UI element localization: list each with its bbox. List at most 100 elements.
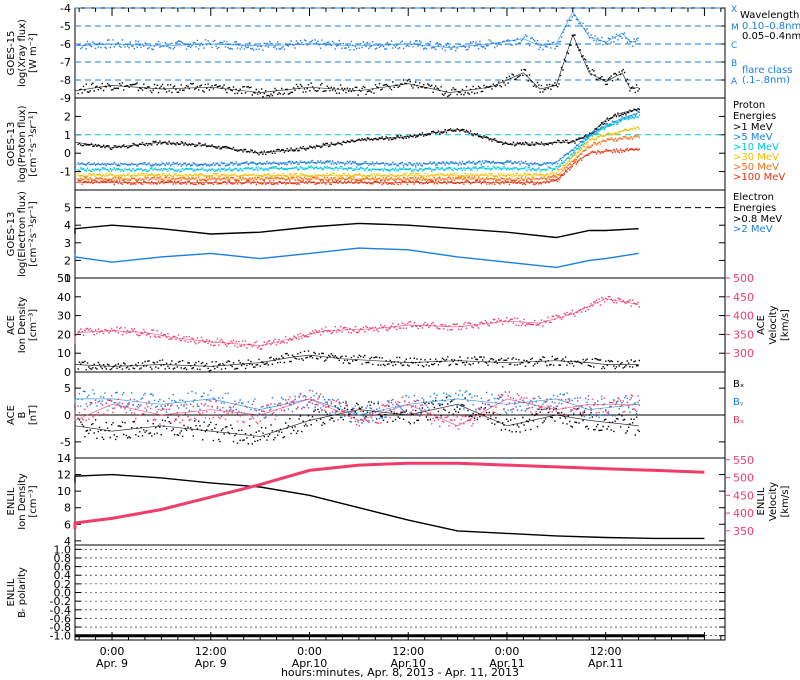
y-axis-label: ENLIL — [6, 578, 17, 606]
series-velocity — [74, 295, 640, 350]
panel-goes15_xray: -9 -8 -7 -6 -5 -4 GOES-15 log(Xray flux) [W m⁻²]… — [6, 2, 800, 105]
y2-tick-label: 450 — [733, 291, 754, 304]
series-line — [74, 298, 639, 347]
y-axis-label: Ion Density — [17, 297, 28, 354]
flare-class-label: B — [731, 59, 737, 69]
series--50-mev — [75, 134, 640, 182]
series--2-mev — [74, 247, 639, 269]
y2-tick-label: 350 — [733, 525, 754, 538]
y-tick-label: 12 — [57, 469, 71, 482]
y-tick-label: -0.8 — [50, 621, 71, 634]
x-tick-time: 0:00 — [100, 645, 125, 658]
series-line — [74, 473, 705, 540]
y-tick-label: 8 — [64, 502, 71, 515]
series-line — [74, 398, 639, 416]
series--100-mev — [75, 147, 640, 186]
legend-entry: 0.05–0.4nm — [742, 31, 800, 42]
y2-tick-label: 300 — [733, 347, 754, 360]
y-tick-label: 0 — [64, 409, 71, 422]
legend-entry: >30 MeV — [733, 152, 779, 163]
y2-axis-label: Velocity — [768, 305, 779, 344]
y-axis-label: ACE — [6, 315, 17, 335]
y-tick-label: -0.2 — [50, 595, 71, 608]
legend-entry: Bᵧ — [733, 397, 744, 408]
series--30-mev — [75, 126, 640, 178]
x-tick-date: Apr.10 — [390, 657, 426, 670]
y-tick-label: 14 — [57, 452, 71, 465]
y-tick-label: -1.0 — [50, 630, 71, 643]
flare-class-label: A — [731, 77, 738, 87]
series-line — [74, 222, 639, 239]
legend-title: Energies — [733, 111, 776, 122]
y-tick-label: 0.8 — [54, 552, 72, 565]
series-line — [74, 247, 639, 269]
y2-tick-label: 350 — [733, 328, 754, 341]
data-points — [77, 295, 640, 350]
legend-title: Wavelength — [740, 10, 799, 21]
x-tick-date: Apr.11 — [489, 657, 525, 670]
x-tick-time: 12:00 — [392, 645, 424, 658]
y-axis-label: Bᵣ polarity — [17, 567, 28, 618]
y-tick-label: 0.2 — [54, 578, 72, 591]
panel-goes13_proton: -1 0 1 2 GOES-13 log(Proton flux) [cm⁻²s⁻¹sr⁻¹… — [6, 97, 785, 191]
x-tick-date: Apr.10 — [292, 657, 328, 670]
y-tick-label: -9 — [60, 92, 71, 105]
y-tick-label: 30 — [57, 310, 71, 323]
y-tick-label: -1 — [60, 166, 71, 179]
data-points — [77, 350, 640, 372]
legend-note: flare class — [742, 65, 792, 76]
y-tick-label: -4 — [60, 2, 71, 15]
y-tick-label: 10 — [57, 347, 71, 360]
y-tick-label: 2 — [64, 254, 71, 267]
y2-tick-label: 500 — [733, 472, 754, 485]
legend-entry: >1 MeV — [733, 122, 773, 133]
y-axis-label: ACE — [6, 405, 17, 425]
legend-entry: Bₔ — [733, 415, 744, 426]
y-tick-label: 1 — [64, 272, 71, 285]
legend-entry: >100 MeV — [733, 172, 785, 183]
y-axis-label: GOES-13 — [6, 122, 17, 167]
y2-axis-label: [km/s] — [780, 485, 791, 517]
data-points — [77, 390, 640, 430]
y-tick-label: 0 — [64, 366, 71, 379]
y-axis-label: log(Xray flux) — [17, 19, 28, 87]
y-tick-label: 40 — [57, 291, 71, 304]
y-tick-label: 20 — [57, 328, 71, 341]
y-axis-label: log(Proton flux) — [17, 105, 28, 182]
series-line — [73, 461, 705, 529]
y-tick-label: -6 — [60, 38, 71, 51]
x-tick-time: 12:00 — [590, 645, 622, 658]
y-axis-label: GOES-13 — [6, 212, 17, 257]
x-tick-time: 12:00 — [195, 645, 227, 658]
panels: -9 -8 -7 -6 -5 -4 GOES-15 log(Xray flux) [W m⁻²]… — [6, 2, 800, 643]
legend-entry: >50 MeV — [733, 162, 779, 173]
flare-class-label: X — [731, 5, 737, 15]
series--0-8-mev — [74, 222, 639, 239]
y-tick-label: 5 — [64, 382, 71, 395]
y-axis-label: Ion Density — [17, 473, 28, 530]
legend-entry: >5 MeV — [733, 132, 773, 143]
y-tick-label: 4 — [64, 219, 71, 232]
panel-ace_b: -5 0 5 ACE B [nT] Bₓ Bᵧ Bₔ — [6, 371, 744, 459]
y-tick-label: -0.4 — [50, 604, 71, 617]
y-axis-label: B — [17, 411, 28, 418]
y-axis-label: [cm⁻²s⁻¹sr⁻¹] — [28, 111, 39, 177]
x-tick-time: 0:00 — [297, 645, 322, 658]
series-line — [75, 116, 639, 171]
y-tick-label: 4 — [64, 535, 71, 548]
y-axis-label: [cm⁻³] — [28, 309, 39, 341]
series--10-mev — [75, 114, 640, 173]
series-line — [74, 34, 639, 95]
legend-title: Proton — [733, 100, 765, 111]
series-0-05-0-4nm — [74, 34, 640, 98]
legend-title: Electron — [733, 192, 774, 203]
y-tick-label: -8 — [60, 74, 71, 87]
series-density — [74, 473, 705, 540]
y-tick-label: 0 — [64, 147, 71, 160]
